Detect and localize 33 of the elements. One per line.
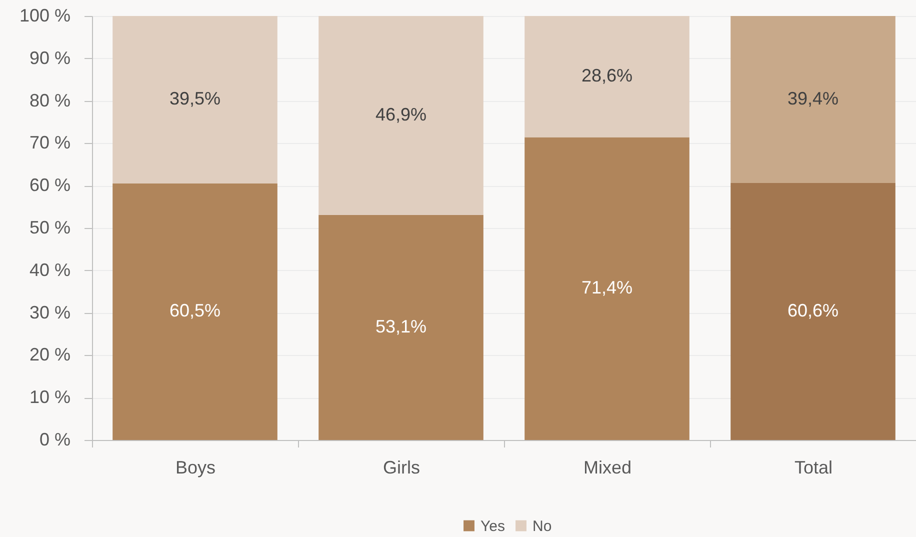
legend-label: Yes <box>480 518 505 535</box>
y-tick-label: 40 % <box>29 260 70 280</box>
y-tick-label: 80 % <box>29 90 70 110</box>
x-tick-label: Boys <box>175 458 216 478</box>
data-label: 53,1% <box>375 316 427 336</box>
data-label: 39,5% <box>169 88 221 109</box>
data-label: 39,4% <box>787 88 839 109</box>
y-tick-label: 10 % <box>29 387 70 408</box>
y-tick-label: 20 % <box>29 344 70 365</box>
bar <box>730 183 896 440</box>
y-tick-label: 60 % <box>29 175 70 196</box>
bar <box>730 16 896 184</box>
y-tick-label: 70 % <box>29 132 70 153</box>
bar <box>112 16 278 184</box>
data-label: 28,6% <box>581 66 633 86</box>
bar <box>112 183 278 440</box>
data-label: 71,4% <box>581 278 633 298</box>
data-label: 46,9% <box>375 104 427 124</box>
data-label: 60,5% <box>169 300 221 321</box>
y-tick-label: 0 % <box>39 430 70 450</box>
y-tick-label: 30 % <box>29 302 70 322</box>
x-tick-label: Total <box>794 458 833 478</box>
y-tick-label: 100 % <box>19 6 70 26</box>
data-label: 60,6% <box>787 300 839 321</box>
bar <box>524 16 690 138</box>
legend-label: No <box>532 518 552 535</box>
y-tick-label: 90 % <box>29 48 70 68</box>
bar <box>318 16 484 215</box>
bar <box>524 137 690 440</box>
y-tick-label: 50 % <box>29 218 70 238</box>
bar <box>318 214 484 440</box>
x-tick-label: Mixed <box>583 458 632 478</box>
x-tick-label: Girls <box>383 458 420 478</box>
